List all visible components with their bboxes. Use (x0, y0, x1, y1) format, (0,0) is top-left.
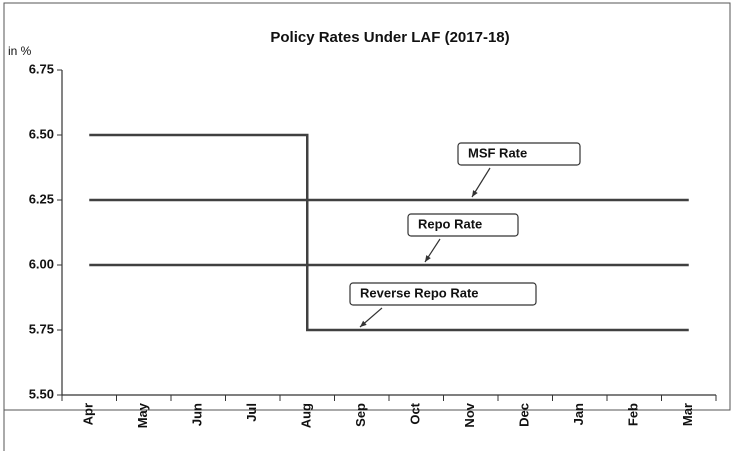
callout-label: Repo Rate (418, 216, 482, 231)
x-tick-label: Aug (299, 403, 314, 428)
chart-title: Policy Rates Under LAF (2017-18) (270, 29, 509, 46)
y-tick-label: 6.75 (29, 61, 54, 76)
x-tick-label: Oct (408, 402, 423, 424)
y-axis-label: in % (8, 44, 32, 58)
x-tick-label: Dec (517, 403, 532, 427)
y-tick-label: 6.50 (29, 126, 54, 141)
arrow-head (425, 255, 431, 262)
arrow-head (360, 320, 367, 327)
x-tick-label: Sep (353, 403, 368, 427)
callout-box (457, 142, 581, 166)
callout-label: MSF Rate (468, 145, 527, 160)
y-tick-label: 6.25 (29, 191, 54, 206)
callout-label: Reverse Repo Rate (360, 285, 479, 300)
x-tick-label: Jan (571, 403, 586, 425)
x-tick-label: Feb (626, 403, 641, 426)
series-line (89, 263, 689, 332)
x-tick-label: Mar (680, 403, 695, 426)
arrow-head (472, 190, 478, 197)
y-tick-label: 6.00 (29, 256, 54, 271)
series-line (89, 198, 689, 267)
x-tick-label: Jul (244, 403, 259, 422)
x-tick-label: May (135, 402, 150, 428)
x-tick-label: Apr (81, 403, 96, 425)
callout-box (407, 213, 519, 237)
y-tick-label: 5.50 (29, 386, 54, 401)
callout-box (349, 282, 537, 306)
y-tick-label: 5.75 (29, 321, 54, 336)
chart-frame (3, 2, 731, 411)
x-tick-label: Jun (190, 403, 205, 426)
series-line (89, 133, 689, 202)
x-tick-label: Nov (462, 402, 477, 427)
